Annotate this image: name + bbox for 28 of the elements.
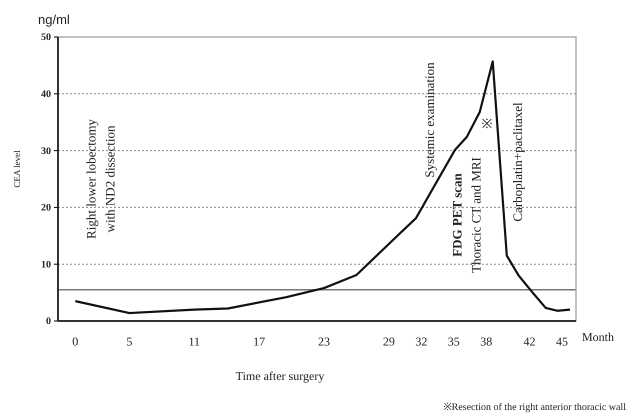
x-tick-label: 42 bbox=[524, 334, 536, 349]
annotation: FDG PET scan Thoracic CT and MRI bbox=[450, 157, 484, 273]
x-tick-label: 29 bbox=[382, 334, 395, 349]
x-tick-label: 45 bbox=[556, 334, 568, 349]
y-tick-label: 40 bbox=[41, 89, 51, 100]
text: ng/ml bbox=[38, 12, 70, 27]
x-tick-label: 23 bbox=[318, 334, 330, 349]
annotation: Systemic examination bbox=[422, 62, 437, 178]
x-tick-label: 35 bbox=[448, 334, 460, 349]
x-tick-label: 17 bbox=[253, 334, 266, 349]
x-tick-label: 5 bbox=[126, 334, 132, 349]
y-tick-label: 10 bbox=[41, 259, 51, 270]
y-tick-label: 30 bbox=[41, 146, 51, 157]
y-axis-title: CEA level bbox=[12, 150, 22, 188]
y-tick-label: 20 bbox=[41, 202, 51, 214]
y-tick-label: 0 bbox=[46, 316, 51, 328]
annotation: Right lower lobectomy with ND2 dissection bbox=[84, 118, 118, 239]
line-series bbox=[74, 60, 572, 314]
text: Month bbox=[582, 330, 614, 344]
x-tick-label: 11 bbox=[188, 334, 200, 349]
y-tick-label: 50 bbox=[41, 32, 51, 44]
x-tick-label: 32 bbox=[415, 334, 428, 349]
x-tick-label: 38 bbox=[480, 334, 492, 349]
x-tick-label: 0 bbox=[72, 334, 78, 349]
annotation: ※ bbox=[482, 116, 492, 131]
x-axis-title: Time after surgery bbox=[236, 369, 324, 383]
text: ※Resection of the right anterior thoracic wall bbox=[444, 402, 626, 413]
annotation: Carboplatin+paclitaxel bbox=[510, 102, 525, 222]
